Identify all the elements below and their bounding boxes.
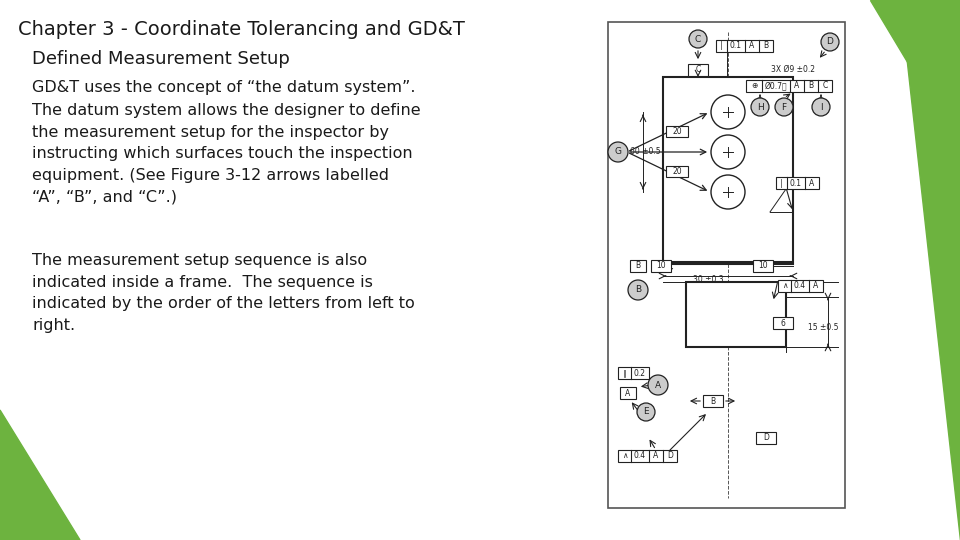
Circle shape bbox=[812, 98, 830, 116]
Text: A: A bbox=[750, 42, 755, 51]
Text: 10: 10 bbox=[758, 261, 768, 271]
Polygon shape bbox=[830, 0, 960, 240]
Text: I: I bbox=[820, 103, 823, 111]
Text: H: H bbox=[756, 103, 763, 111]
Text: A: A bbox=[625, 388, 631, 397]
Text: 10: 10 bbox=[657, 261, 666, 271]
Bar bbox=[773, 317, 793, 329]
Text: ⊕: ⊕ bbox=[751, 82, 757, 91]
Circle shape bbox=[689, 30, 707, 48]
Bar bbox=[608, 22, 845, 508]
Text: 30 ±0.3: 30 ±0.3 bbox=[693, 275, 723, 285]
Text: A: A bbox=[809, 179, 815, 187]
Text: G: G bbox=[614, 147, 621, 157]
Circle shape bbox=[751, 98, 769, 116]
Text: D: D bbox=[827, 37, 833, 46]
Text: D: D bbox=[763, 434, 769, 442]
Text: A: A bbox=[654, 451, 659, 461]
Circle shape bbox=[628, 280, 648, 300]
Text: D: D bbox=[667, 451, 673, 461]
Polygon shape bbox=[760, 0, 960, 340]
Text: B: B bbox=[808, 82, 813, 91]
Circle shape bbox=[648, 375, 668, 395]
Text: ∥: ∥ bbox=[623, 368, 627, 377]
Text: The measurement setup sequence is also
indicated inside a frame.  The sequence i: The measurement setup sequence is also i… bbox=[32, 253, 415, 333]
Text: 0.4: 0.4 bbox=[634, 451, 646, 461]
Bar bbox=[716, 40, 773, 52]
Bar bbox=[630, 260, 646, 272]
Text: E: E bbox=[643, 408, 649, 416]
Bar bbox=[651, 260, 671, 272]
Text: 0.1: 0.1 bbox=[730, 42, 742, 51]
Bar bbox=[753, 260, 773, 272]
Text: C: C bbox=[823, 82, 828, 91]
Circle shape bbox=[821, 33, 839, 51]
Bar bbox=[618, 367, 649, 379]
Text: 0.2: 0.2 bbox=[634, 368, 646, 377]
Polygon shape bbox=[870, 0, 960, 150]
Text: B: B bbox=[763, 42, 769, 51]
Bar bbox=[686, 282, 786, 347]
Text: C: C bbox=[695, 35, 701, 44]
Text: Ø0.7Ⓜ: Ø0.7Ⓜ bbox=[765, 82, 787, 91]
Polygon shape bbox=[900, 0, 960, 540]
Text: F: F bbox=[781, 103, 786, 111]
Polygon shape bbox=[900, 0, 960, 540]
Text: B: B bbox=[635, 286, 641, 294]
Text: B: B bbox=[710, 396, 715, 406]
Text: The datum system allows the designer to define
the measurement setup for the ins: The datum system allows the designer to … bbox=[32, 103, 420, 205]
Polygon shape bbox=[0, 410, 90, 540]
Text: 0.1: 0.1 bbox=[790, 179, 802, 187]
Polygon shape bbox=[870, 0, 960, 540]
Bar bbox=[746, 80, 832, 92]
Text: 3X Ø9 ±0.2: 3X Ø9 ±0.2 bbox=[771, 64, 815, 73]
Bar bbox=[703, 395, 723, 407]
Bar bbox=[778, 280, 823, 292]
Text: 20: 20 bbox=[672, 167, 682, 176]
Text: ∧: ∧ bbox=[781, 281, 787, 291]
Bar bbox=[666, 166, 688, 177]
Bar bbox=[618, 450, 677, 462]
Bar bbox=[776, 177, 819, 189]
Bar bbox=[663, 77, 793, 262]
Text: 0.4: 0.4 bbox=[794, 281, 806, 291]
Text: 15 ±0.5: 15 ±0.5 bbox=[807, 322, 838, 332]
Bar bbox=[620, 387, 636, 399]
Circle shape bbox=[608, 142, 628, 162]
Text: C: C bbox=[695, 65, 701, 75]
Text: 6: 6 bbox=[780, 319, 785, 327]
Text: |: | bbox=[780, 179, 782, 187]
Text: Defined Measurement Setup: Defined Measurement Setup bbox=[32, 50, 290, 68]
Text: A: A bbox=[794, 82, 800, 91]
Text: ∧: ∧ bbox=[622, 451, 627, 461]
Circle shape bbox=[637, 403, 655, 421]
Text: |: | bbox=[720, 42, 723, 51]
Polygon shape bbox=[760, 0, 960, 340]
Bar bbox=[688, 64, 708, 76]
Bar bbox=[756, 432, 776, 444]
Polygon shape bbox=[0, 410, 80, 540]
Circle shape bbox=[775, 98, 793, 116]
Text: A: A bbox=[655, 381, 661, 389]
Text: Chapter 3 - Coordinate Tolerancing and GD&T: Chapter 3 - Coordinate Tolerancing and G… bbox=[18, 20, 465, 39]
Text: 60 ±0.5: 60 ±0.5 bbox=[630, 147, 660, 157]
Bar bbox=[666, 126, 688, 137]
Text: 20: 20 bbox=[672, 127, 682, 136]
Text: B: B bbox=[636, 261, 640, 271]
Text: GD&T uses the concept of “the datum system”.: GD&T uses the concept of “the datum syst… bbox=[32, 80, 416, 95]
Text: A: A bbox=[813, 281, 819, 291]
